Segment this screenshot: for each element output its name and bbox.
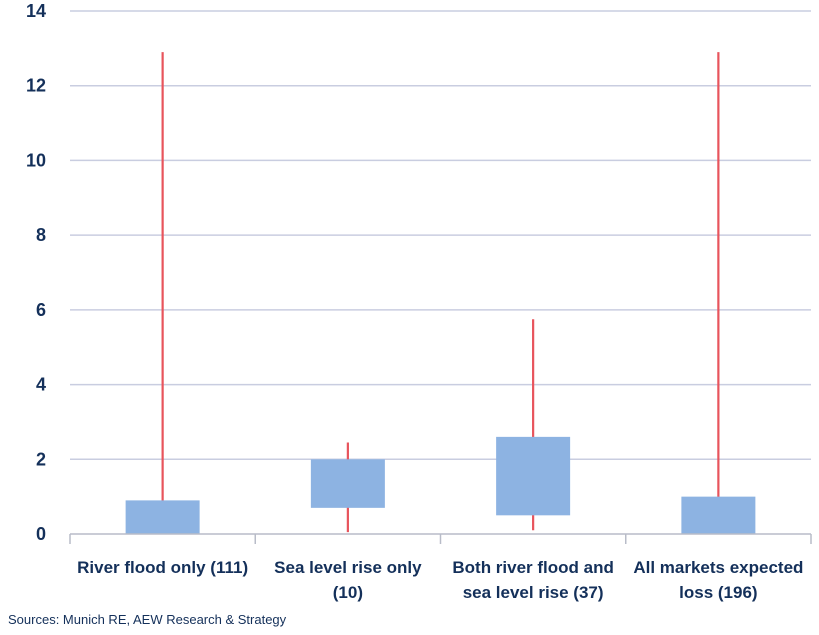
x-category-label: loss (196) [679,583,757,602]
x-category-label: River flood only (111) [77,558,248,577]
y-tick-label: 8 [36,225,46,245]
plot-area [125,52,756,534]
box-rect [310,459,385,508]
x-category-label: (10) [333,583,363,602]
box-rect [681,496,756,534]
x-category-label: Both river flood and [452,558,614,577]
y-tick-label: 2 [36,449,46,469]
y-axis-ticks: 0 2 4 6 8 10 12 14 [26,1,46,544]
box-rect [125,500,200,534]
x-category-label: sea level rise (37) [463,583,604,602]
y-tick-label: 4 [36,375,46,395]
x-category-label: All markets expected [633,558,803,577]
y-tick-label: 12 [26,76,46,96]
y-tick-label: 14 [26,1,46,21]
box-rect [496,436,571,516]
y-tick-label: 0 [36,524,46,544]
x-axis: River flood only (111) Sea level rise onl… [69,533,812,602]
source-note: Sources: Munich RE, AEW Research & Strat… [8,612,287,627]
gridlines [70,10,811,461]
y-tick-label: 10 [26,150,46,170]
x-category-label: Sea level rise only [274,558,422,577]
y-tick-label: 6 [36,300,46,320]
